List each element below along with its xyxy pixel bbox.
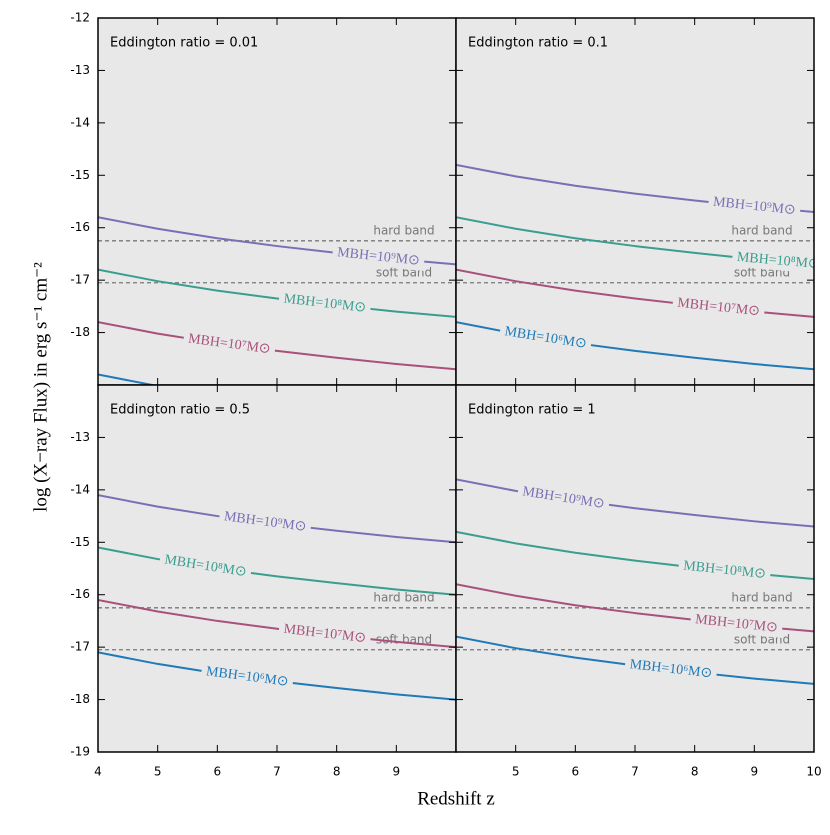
series-label-bg (689, 610, 784, 639)
y-tick-label: -16 (70, 220, 90, 234)
series-label-group: MBH=10⁶M⊙ (624, 655, 718, 684)
y-tick-label: -17 (70, 640, 90, 654)
y-tick-label: -13 (70, 63, 90, 77)
x-tick-label: 8 (333, 765, 341, 779)
series-line (98, 598, 456, 649)
reference-label: hard band (373, 223, 434, 237)
y-tick-label: -15 (70, 168, 90, 182)
series-label-bg (218, 507, 312, 538)
x-tick-label: 9 (751, 765, 759, 779)
series-label-bg (278, 289, 372, 319)
series-label-bg (498, 322, 593, 355)
x-tick-label: 9 (393, 765, 401, 779)
y-tick-label: -14 (70, 482, 90, 496)
x-axis-label: Redshift z (417, 788, 495, 809)
series-label-bg (707, 192, 802, 221)
series-label-group: MBH=10⁷M⊙ (689, 610, 784, 639)
reference-label: hard band (373, 590, 434, 604)
reference-label: hard band (731, 590, 792, 604)
y-tick-label: -17 (70, 273, 90, 287)
series-label-group: MBH=10⁸M⊙ (731, 248, 820, 275)
reference-label: hard band (731, 223, 792, 237)
x-tick-label: 4 (94, 765, 102, 779)
series-line (456, 478, 814, 528)
series-label-bg (182, 329, 277, 360)
reference-label: soft band (376, 632, 432, 646)
y-tick-label: -16 (70, 587, 90, 601)
panel-background (98, 18, 456, 385)
series-label-bg (677, 556, 772, 585)
series-label-bg (278, 620, 372, 649)
panel-title: Eddington ratio = 0.01 (110, 36, 258, 51)
series-label-bg (331, 243, 426, 272)
y-tick-label: -18 (70, 692, 90, 706)
series-line (98, 321, 456, 371)
series-label-group: MBH=10⁸M⊙ (677, 556, 772, 585)
series-label-bg (158, 550, 253, 583)
panel-background (98, 385, 456, 752)
x-tick-label: 5 (512, 765, 520, 779)
series-label-bg (516, 482, 611, 515)
series-label: MBH=10⁸M⊙ (736, 250, 820, 272)
x-tick-label: 5 (154, 765, 162, 779)
y-tick-label: -14 (70, 115, 90, 129)
y-tick-label: -12 (70, 11, 90, 25)
x-tick-label: 10 (806, 765, 821, 779)
series-label-bg (671, 294, 766, 322)
x-tick-label: 7 (631, 765, 639, 779)
x-tick-label: 6 (572, 765, 580, 779)
y-tick-label: -19 (70, 745, 90, 759)
x-tick-label: 6 (214, 765, 222, 779)
series-label-bg (200, 662, 294, 693)
series-label-bg (731, 248, 814, 275)
y-axis-label: log (X−ray Flux) in erg s⁻¹ cm⁻² (30, 262, 51, 512)
y-tick-label: -18 (70, 325, 90, 339)
series-label-group: MBH=10⁹M⊙ (331, 243, 426, 272)
series-label-bg (624, 655, 718, 684)
y-tick-label: -15 (70, 535, 90, 549)
panel-title: Eddington ratio = 0.1 (468, 36, 608, 51)
series-line (98, 546, 456, 596)
panel-title: Eddington ratio = 1 (468, 403, 596, 418)
y-tick-label: -13 (70, 430, 90, 444)
series-label-group: MBH=10⁹M⊙ (707, 192, 802, 221)
x-tick-label: 8 (691, 765, 699, 779)
panel-title: Eddington ratio = 0.5 (110, 403, 250, 418)
x-tick-label: 7 (273, 765, 281, 779)
series-line (98, 268, 456, 318)
series-label-group: MBH=10⁷M⊙ (671, 294, 766, 322)
